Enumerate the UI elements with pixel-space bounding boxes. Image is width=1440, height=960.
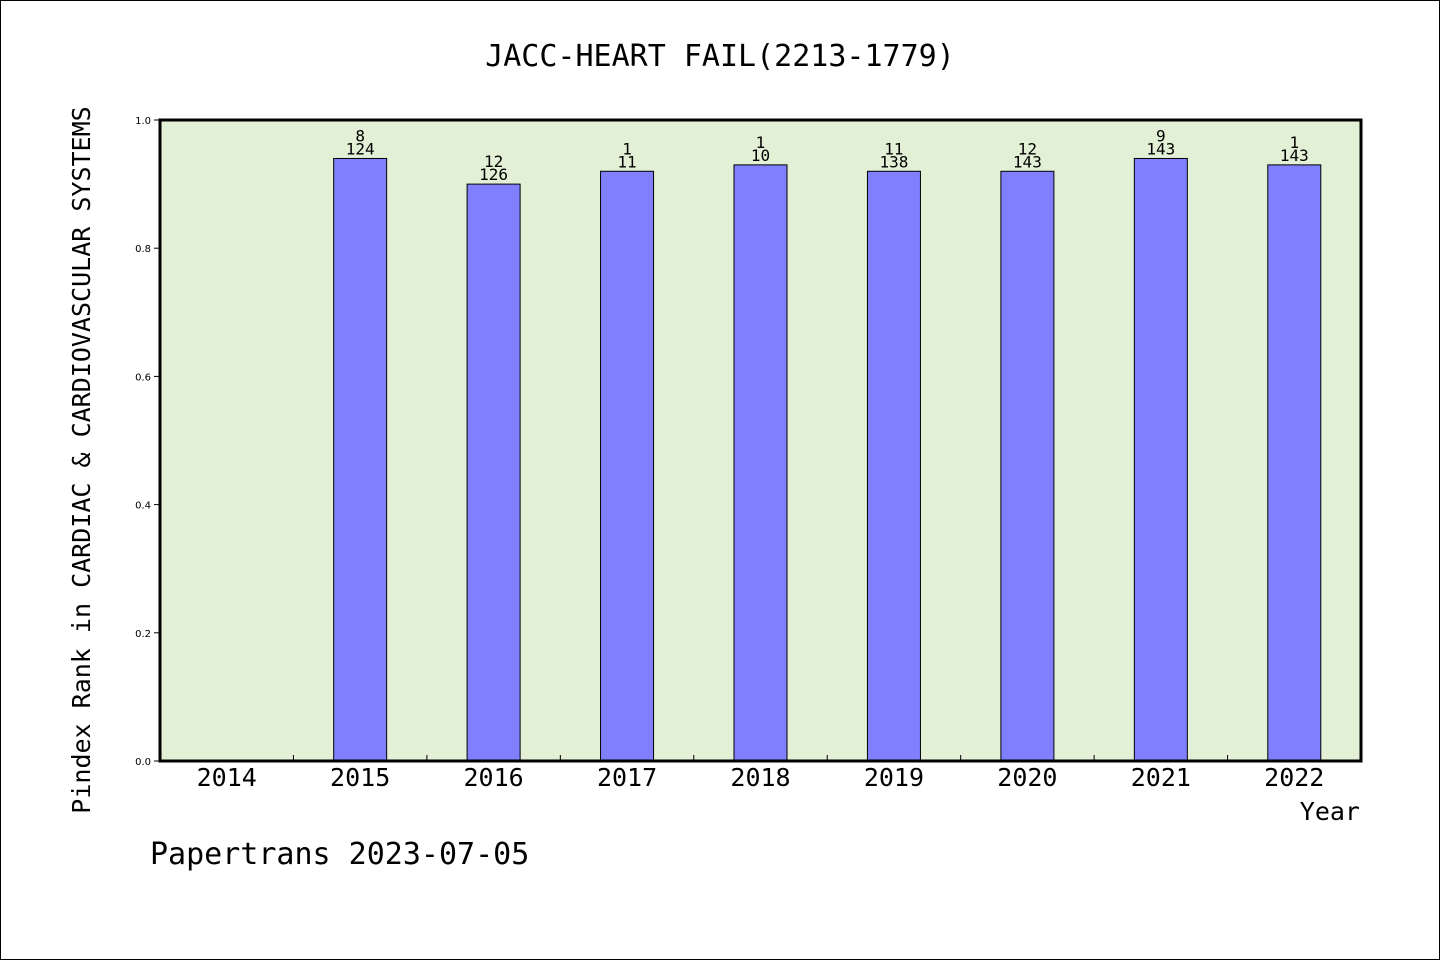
x-tick-label: 2016 bbox=[464, 763, 524, 792]
y-tick-label: 0.4 bbox=[135, 501, 151, 512]
y-axis-label: Pindex Rank in CARDIAC & CARDIOVASCULAR … bbox=[67, 106, 96, 813]
y-tick-label: 1.0 bbox=[135, 116, 151, 127]
bar-label-top: 1 bbox=[622, 139, 632, 158]
bar-2017 bbox=[600, 170, 655, 762]
x-tick-label: 2015 bbox=[330, 763, 390, 792]
bar-label-bottom: 126 bbox=[479, 165, 508, 184]
y-axis-ticks: 0.0 0.2 0.4 0.6 0.8 1.0 bbox=[135, 116, 160, 768]
chart-title: JACC-HEART FAIL(2213-1779) bbox=[485, 39, 955, 74]
bar-2022 bbox=[1267, 164, 1322, 762]
bar-label-top: 12 bbox=[484, 152, 503, 171]
bar-2019 bbox=[866, 170, 921, 762]
x-axis-ticks: 2014 2015 2016 2017 2018 2019 2020 2021 2022 bbox=[197, 755, 1324, 792]
bar-label-top: 1 bbox=[1289, 133, 1299, 152]
bar-label-top: 9 bbox=[1156, 126, 1166, 145]
y-tick-label: 0.8 bbox=[135, 244, 151, 255]
bar-2021 bbox=[1133, 157, 1188, 762]
bars-group bbox=[333, 157, 1322, 762]
plot-border bbox=[158, 118, 1363, 763]
bar-2020 bbox=[1000, 170, 1055, 762]
y-tick-label: 0.0 bbox=[135, 757, 151, 768]
x-tick-label: 2017 bbox=[597, 763, 657, 792]
bar-2016 bbox=[466, 183, 521, 762]
bar-label-top: 1 bbox=[756, 133, 766, 152]
bar-label-bottom: 143 bbox=[1280, 146, 1309, 165]
x-tick-label: 2018 bbox=[730, 763, 790, 792]
x-axis-label: Year bbox=[1300, 797, 1360, 826]
bar-label-bottom: 143 bbox=[1146, 139, 1175, 158]
bar-label-bottom: 143 bbox=[1013, 152, 1042, 171]
bar-label-top: 11 bbox=[884, 139, 903, 158]
bar-2018 bbox=[733, 164, 788, 762]
bar-label-bottom: 10 bbox=[751, 146, 770, 165]
y-tick-label: 0.6 bbox=[135, 372, 151, 383]
footer-text: Papertrans 2023-07-05 bbox=[150, 837, 529, 872]
bar-label-top: 12 bbox=[1018, 139, 1037, 158]
x-tick-label: 2022 bbox=[1264, 763, 1324, 792]
x-tick-label: 2019 bbox=[864, 763, 924, 792]
y-tick-label: 0.2 bbox=[135, 629, 151, 640]
x-tick-label: 2014 bbox=[197, 763, 257, 792]
x-tick-label: 2021 bbox=[1131, 763, 1191, 792]
bar-label-top: 8 bbox=[355, 126, 365, 145]
x-tick-label: 2020 bbox=[997, 763, 1057, 792]
bar-2015 bbox=[333, 157, 388, 762]
bar-label-bottom: 138 bbox=[879, 152, 908, 171]
bar-label-bottom: 124 bbox=[346, 139, 375, 158]
bar-label-bottom: 11 bbox=[617, 152, 636, 171]
